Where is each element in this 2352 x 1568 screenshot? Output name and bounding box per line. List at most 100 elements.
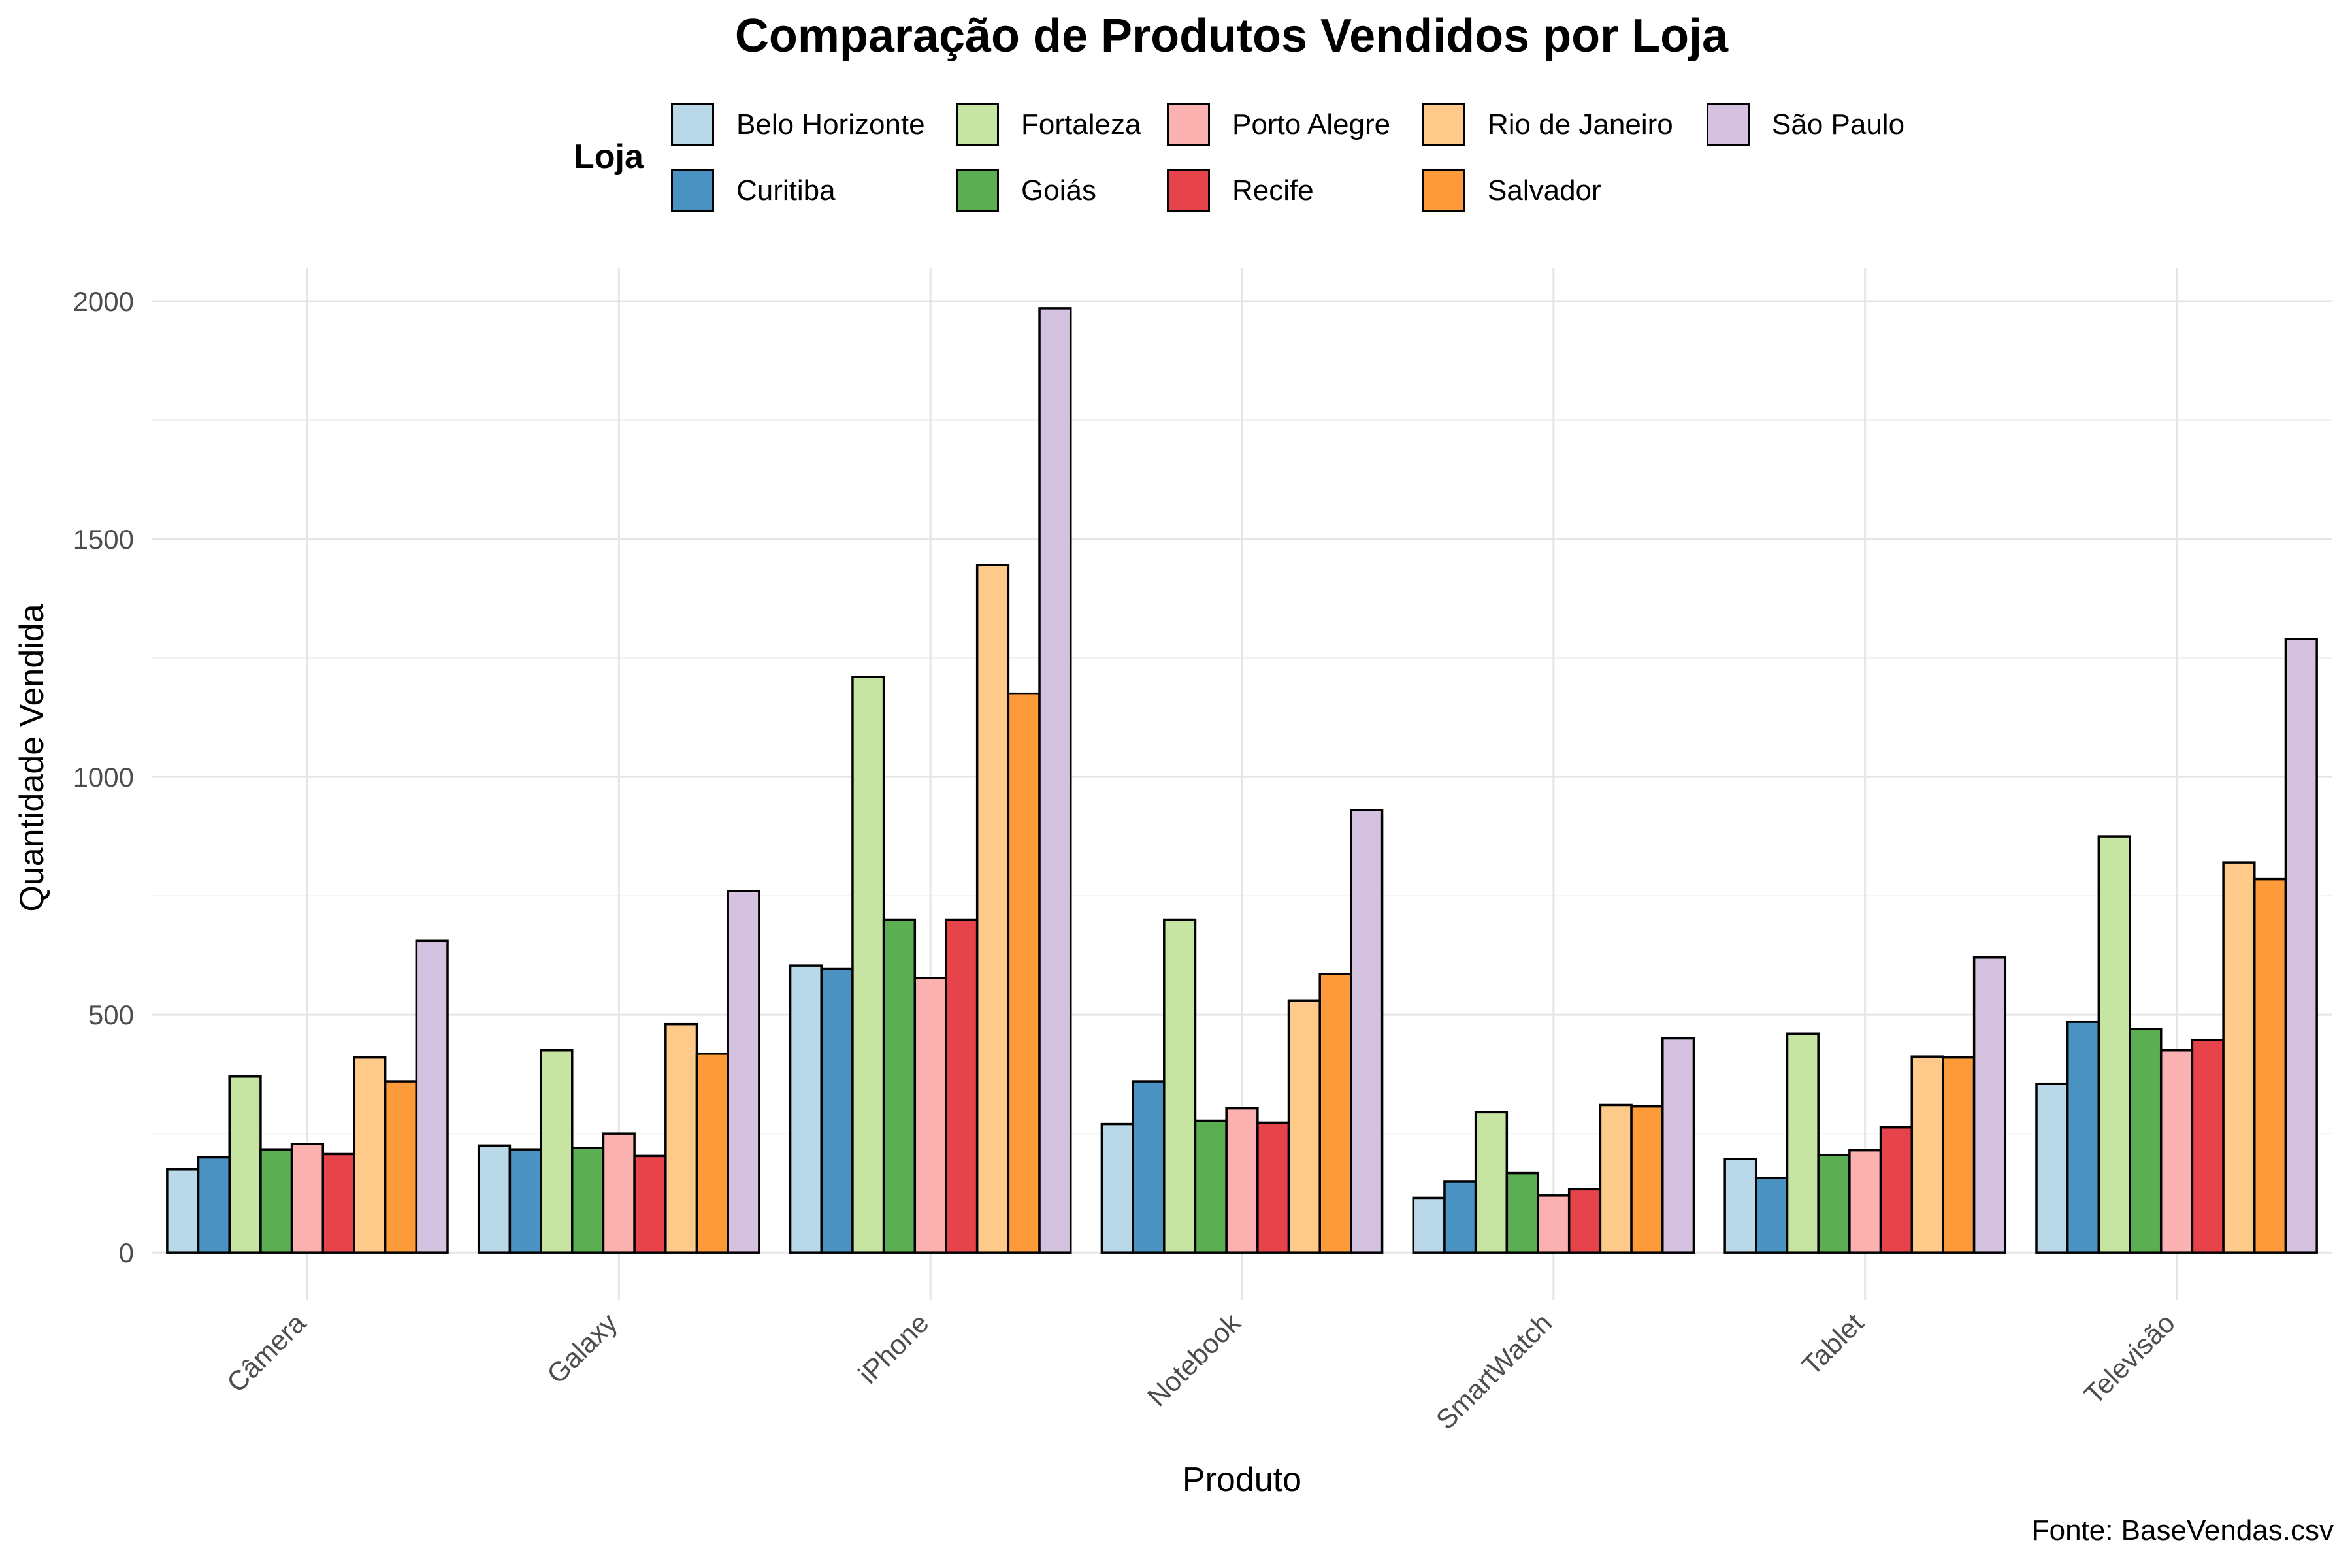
x-tick-label: Notebook	[1141, 1307, 1247, 1412]
x-tick-label: Televisão	[2078, 1307, 2181, 1410]
y-axis-title: Quantidade Vendida	[13, 604, 51, 911]
bar	[1630, 1105, 1664, 1254]
bar	[1723, 1158, 1757, 1254]
bar	[571, 1147, 605, 1254]
x-axis-title: Produto	[1183, 1461, 1301, 1499]
bar	[1007, 692, 1041, 1254]
bar	[1225, 1107, 1259, 1254]
bar	[727, 890, 760, 1254]
bar	[1661, 1037, 1695, 1254]
bar	[1474, 1111, 1509, 1254]
legend-key-sao-paulo	[1707, 103, 1750, 146]
bar	[945, 918, 979, 1254]
bar	[1163, 918, 1197, 1254]
bar	[228, 1075, 262, 1254]
bar	[1287, 999, 1321, 1254]
x-tick-label: Galaxy	[541, 1307, 623, 1390]
bar	[820, 967, 854, 1254]
bar	[664, 1022, 698, 1254]
bar	[508, 1148, 542, 1254]
legend-key-curitiba	[671, 169, 714, 212]
bar	[1879, 1126, 1913, 1254]
legend-label: Rio de Janeiro	[1488, 108, 1673, 140]
bar	[1755, 1177, 1789, 1254]
legend-label: Fortaleza	[1021, 108, 1141, 140]
bar	[1505, 1171, 1539, 1254]
bar	[851, 676, 885, 1254]
bar	[1412, 1196, 1446, 1254]
bar	[2191, 1038, 2225, 1254]
bar	[1443, 1180, 1477, 1254]
bar	[477, 1144, 512, 1254]
bar	[1132, 1080, 1166, 1254]
y-tick-label: 0	[119, 1237, 134, 1268]
legend-label: Recife	[1232, 174, 1314, 206]
legend-key-porto-alegre	[1167, 103, 1210, 146]
bar	[1786, 1032, 1820, 1254]
bar	[2284, 638, 2318, 1254]
bar	[2253, 877, 2287, 1254]
legend-key-rio-de-janeiro	[1422, 103, 1465, 146]
bar	[1350, 809, 1384, 1254]
y-tick-label: 1500	[73, 524, 134, 555]
bar	[975, 564, 1010, 1254]
bar	[384, 1080, 418, 1254]
bar	[415, 939, 449, 1254]
bar	[197, 1156, 231, 1254]
bar	[166, 1168, 200, 1254]
bar	[2222, 861, 2256, 1254]
y-tick-label: 2000	[73, 286, 134, 317]
legend-label: São Paulo	[1772, 108, 1905, 140]
bar	[633, 1154, 667, 1254]
bar	[540, 1049, 574, 1254]
x-tick-label: iPhone	[853, 1307, 935, 1390]
bar	[789, 964, 823, 1254]
x-tick-label: SmartWatch	[1430, 1307, 1558, 1435]
legend-label: Curitiba	[736, 174, 836, 206]
bar	[1972, 956, 2007, 1254]
legend-title: Loja	[574, 138, 644, 176]
legend-key-goias	[956, 169, 999, 212]
legend-label: Belo Horizonte	[736, 108, 925, 140]
bar	[2066, 1021, 2100, 1254]
legend-label: Porto Alegre	[1232, 108, 1391, 140]
bar	[1910, 1055, 1944, 1254]
bar	[321, 1152, 355, 1254]
y-tick-label: 1000	[73, 762, 134, 792]
legend-label: Goiás	[1021, 174, 1096, 206]
bar	[259, 1148, 293, 1254]
bar	[1038, 307, 1072, 1254]
legend-key-salvador	[1422, 169, 1465, 212]
bar	[882, 918, 917, 1254]
bar	[290, 1143, 325, 1254]
x-tick-label: Câmera	[221, 1307, 312, 1398]
bar	[1848, 1149, 1882, 1254]
bar	[695, 1053, 729, 1254]
chart-title: Comparação de Produtos Vendidos por Loja	[734, 10, 1729, 62]
bar	[1256, 1121, 1290, 1254]
bar	[2035, 1082, 2069, 1254]
bar	[1537, 1194, 1571, 1254]
bar	[2129, 1028, 2163, 1254]
legend-key-fortaleza	[956, 103, 999, 146]
bars	[166, 307, 2318, 1254]
legend-key-belo-horizonte	[671, 103, 714, 146]
bar	[913, 977, 947, 1254]
bar	[602, 1132, 636, 1254]
bar	[2159, 1049, 2194, 1254]
legend-label: Salvador	[1488, 174, 1601, 206]
legend-key-recife	[1167, 169, 1210, 212]
bar	[1100, 1122, 1134, 1254]
y-tick-label: 500	[88, 1000, 134, 1030]
bar	[1599, 1103, 1633, 1254]
bar	[1194, 1119, 1228, 1254]
x-tick-label: Tablet	[1796, 1307, 1870, 1381]
bar	[353, 1056, 387, 1254]
bar	[1567, 1188, 1602, 1254]
caption: Fonte: BaseVendas.csv	[2031, 1514, 2334, 1546]
bar	[2097, 835, 2131, 1254]
bar	[1817, 1154, 1851, 1254]
bar	[1942, 1056, 1976, 1254]
bar	[1318, 973, 1352, 1254]
